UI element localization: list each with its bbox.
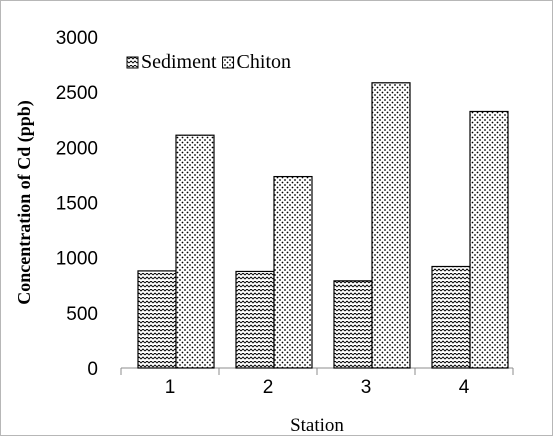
y-tick-label: 1000 [56,249,98,270]
y-axis-title: Concentration of Cd (ppb) [14,100,35,305]
bar-chiton-station-4 [469,110,509,369]
y-tick-label: 2500 [56,83,98,104]
y-tick-label: 500 [66,304,98,325]
x-axis: 1 2 3 4 [120,367,514,398]
x-tick-label: 3 [361,377,372,398]
bar-sediment-station-1 [137,270,177,369]
x-tick-label: 1 [165,377,176,398]
x-tick-label: 4 [459,377,470,398]
legend-swatch-chiton [222,56,235,69]
bar-chiton-station-2 [273,175,313,369]
bar-chiton-station-1 [175,134,215,369]
bar-sediment-station-2 [235,270,275,369]
legend-label-sediment: Sediment [141,51,217,73]
x-tick-label: 2 [263,377,274,398]
x-axis-title: Station [290,415,344,436]
legend-swatch-sediment [126,56,139,69]
y-tick-label: 0 [87,359,98,380]
y-tick-label: 2000 [56,138,98,159]
bar-sediment-station-4 [431,265,471,369]
bars [137,82,509,369]
y-axis-ticks: 0 500 1000 1500 2000 2500 3000 [56,28,98,380]
y-tick-label: 1500 [56,194,98,215]
bar-sediment-station-3 [333,280,373,369]
bar-chiton-station-3 [371,82,411,369]
y-tick-label: 3000 [56,28,98,49]
legend-label-chiton: Chiton [237,51,291,73]
legend: Sediment Chiton [126,51,291,73]
